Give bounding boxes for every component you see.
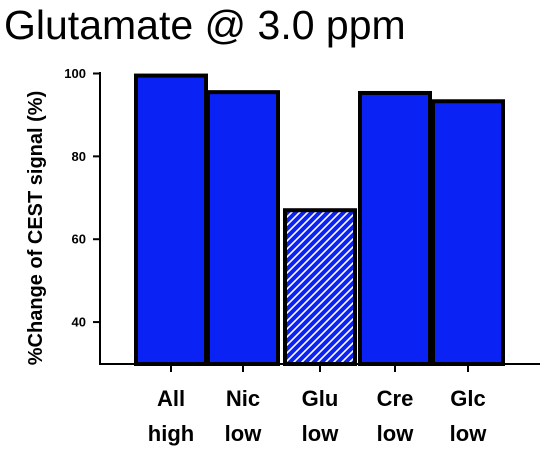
x-tick-label: low xyxy=(302,421,340,446)
x-tick-label: Glc xyxy=(450,386,485,411)
x-tick-label: Cre xyxy=(377,386,414,411)
y-tick-label: 60 xyxy=(72,232,86,247)
y-tick-label: 100 xyxy=(64,66,86,81)
x-tick-label: low xyxy=(450,421,488,446)
bar-glc xyxy=(431,99,505,366)
y-tick-label: 80 xyxy=(72,149,86,164)
x-tick-label: All xyxy=(157,386,185,411)
x-tick-label: Nic xyxy=(226,386,260,411)
bars xyxy=(134,73,505,367)
bar-cre xyxy=(358,90,432,366)
chart-title: Glutamate @ 3.0 ppm xyxy=(4,2,406,48)
x-tick-label: high xyxy=(148,421,194,446)
bar-nic xyxy=(206,90,280,367)
y-axis-title: %Change of CEST signal (%) xyxy=(25,91,47,365)
y-tick-label: 40 xyxy=(72,315,86,330)
bar-glu xyxy=(283,208,357,366)
x-tick-label: Glu xyxy=(302,386,339,411)
bar-all xyxy=(134,73,208,366)
labels: 40 60 80 100 All high Nic low Glu low Cre low Glc low… xyxy=(25,66,487,446)
x-tick-label: low xyxy=(377,421,415,446)
x-tick-label: low xyxy=(225,421,263,446)
